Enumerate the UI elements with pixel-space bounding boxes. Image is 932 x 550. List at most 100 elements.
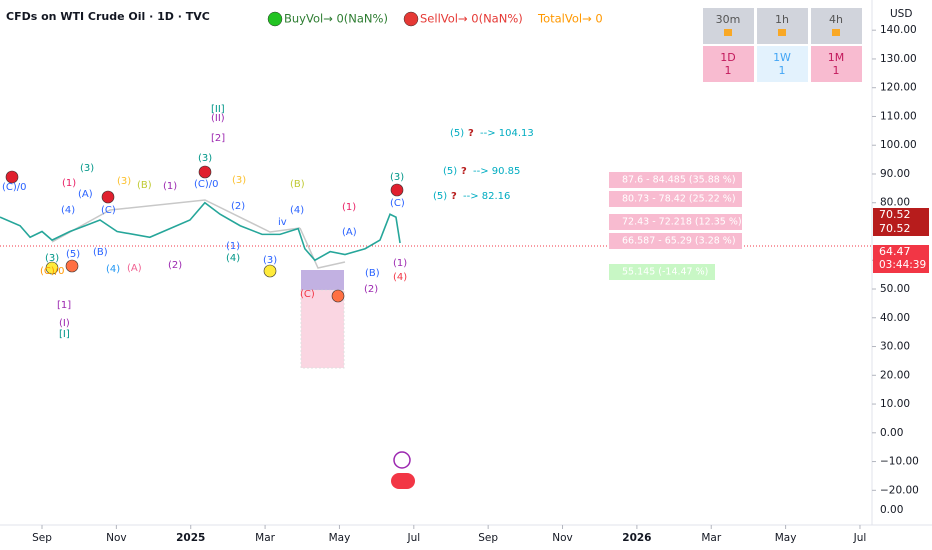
x-tick-label: Jul (406, 532, 420, 544)
y-tick-label: 40.00 (880, 312, 910, 324)
y-tick-label: 120.00 (880, 82, 917, 94)
wave-label: (A) (78, 189, 93, 200)
timeframe-label: 1D (720, 51, 735, 64)
y-tick-label: 110.00 (880, 110, 917, 122)
wave-label: (1) (393, 258, 407, 269)
zone-box (609, 233, 742, 249)
wave-label: (C) (390, 198, 405, 209)
y-tick-label: 20.00 (880, 369, 910, 381)
lock-icon (832, 29, 840, 36)
indicator-dot (403, 11, 419, 27)
y-tick-label: 30.00 (880, 341, 910, 353)
y-tick-label: 140.00 (880, 24, 917, 36)
wave-label: (C)/0 (2, 182, 27, 193)
wave-label: (1) (342, 202, 356, 213)
wave-label: (3) (80, 163, 94, 174)
wave-label: (5) (66, 249, 80, 260)
zone-label: 72.43 - 72.218 (12.35 %) (622, 217, 742, 228)
timeframe-label: 4h (829, 13, 843, 26)
wave-label: (C)/0 (194, 179, 219, 190)
wave-label: [1] (57, 300, 71, 311)
wave-label: (4) (106, 264, 120, 275)
y-tick-label: 80.00 (880, 197, 910, 209)
countdown: 03:44:39 (879, 259, 926, 271)
wave-label: [I] (59, 329, 70, 340)
chart-title: CFDs on WTI Crude Oil · 1D · TVC (6, 10, 210, 23)
target-label: --> 104.13 (480, 128, 534, 139)
wave-label: (3) (198, 153, 212, 164)
wave-label: [II] (211, 104, 225, 115)
wave-label: (3) (390, 172, 404, 183)
timeframe-value: 1 (779, 64, 786, 77)
x-tick-label: Nov (106, 532, 127, 544)
wave-label: (2) (231, 201, 245, 212)
target-icon: ? (468, 128, 474, 139)
timeframe-value: 1 (725, 64, 732, 77)
wave-label: (3) (232, 175, 246, 186)
wave-label: (B) (365, 268, 380, 279)
wave-label: (B) (137, 180, 152, 191)
x-tick-label: Sep (32, 532, 52, 544)
lock-icon (724, 29, 732, 36)
y-tick-label: −20.00 (880, 484, 919, 496)
timeframe-cell (811, 46, 862, 82)
x-tick-label: May (775, 532, 797, 544)
x-tick-label: Mar (255, 532, 275, 544)
zone-label: 55.145 (-14.47 %) (622, 267, 708, 278)
timeframe-cell (757, 46, 808, 82)
zone-label: 80.73 - 78.42 (25.22 %) (622, 194, 736, 205)
zone-box (609, 191, 742, 207)
wave-label: iv (278, 217, 287, 228)
price-badge (873, 208, 929, 222)
target-wave: (5) (450, 128, 464, 139)
markers (5, 165, 415, 489)
wave-label: (II) (211, 113, 225, 124)
price-badge-label: 70.52 (879, 222, 911, 235)
currency: USD (890, 8, 912, 20)
target-label: --> 90.85 (473, 166, 520, 177)
timeframe-label: 1W (773, 51, 791, 64)
indicator-dot (267, 11, 283, 27)
y-tick-label: 100.00 (880, 139, 917, 151)
wave-label: (A) (342, 227, 357, 238)
wave-label: (3) (45, 253, 59, 264)
wave-label: (4) (226, 253, 240, 264)
wave-label: (B) (290, 179, 305, 190)
wave-label: (B) (93, 247, 108, 258)
wave-label: (2) (168, 260, 182, 271)
target-icon: ? (451, 191, 457, 202)
target-icon: ? (461, 166, 467, 177)
price-badge-label: 64.47 (879, 245, 911, 258)
wave-label: (4) (290, 205, 304, 216)
zone-box (609, 264, 715, 280)
indicator-label: BuyVol→ 0(NaN%) (284, 12, 388, 26)
wave-label: (4) (393, 272, 407, 283)
wave-label: (4) (61, 205, 75, 216)
y-tick-label: 0.00 (880, 427, 903, 439)
zone-box (609, 172, 742, 188)
wave-label: (C) (300, 289, 315, 300)
timeframe-label: 30m (716, 13, 741, 26)
wave-label: (C)/0 (40, 266, 65, 277)
x-tick-label: 2025 (176, 532, 205, 544)
price-badge (873, 222, 929, 236)
timeframe-cell (703, 8, 754, 44)
target-wave: (5) (433, 191, 447, 202)
indicator-label: SellVol→ 0(NaN%) (420, 12, 523, 26)
timeframe-cell (703, 46, 754, 82)
indicator-label: TotalVol→ 0 (537, 12, 603, 26)
y-tick-label: 10.00 (880, 398, 910, 410)
wave-label: (1) (226, 241, 240, 252)
target-label: --> 82.16 (463, 191, 510, 202)
correction-boxes (300, 270, 345, 369)
x-tick-label: Sep (478, 532, 498, 544)
volume-axis-label: 0.00 (880, 504, 903, 516)
target-wave: (5) (443, 166, 457, 177)
lock-icon (778, 29, 786, 36)
wave-label: (2) (364, 284, 378, 295)
timeframe-cell (757, 8, 808, 44)
zone-box (609, 214, 742, 230)
wave-label: (I) (59, 318, 70, 329)
